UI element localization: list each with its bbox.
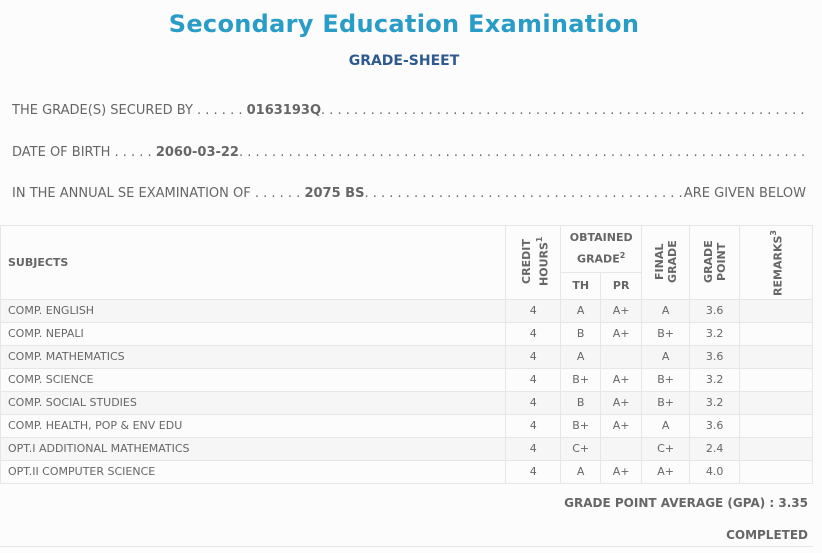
header-credit-hours: CREDIT HOURS1 — [505, 225, 562, 300]
table-row: COMP. ENGLISH 4 A A+ A 3.6 — [0, 298, 813, 323]
cell-th: A — [560, 344, 602, 369]
cell-remarks — [739, 436, 813, 461]
cell-gp: 2.4 — [689, 436, 741, 461]
header-pr: PR — [600, 271, 643, 300]
cell-pr: A+ — [600, 390, 643, 415]
cell-credit: 4 — [505, 413, 562, 438]
cell-final: A — [641, 298, 691, 323]
header-remarks: REMARKS3 — [739, 225, 813, 300]
cell-th: C+ — [560, 436, 602, 461]
cell-subject: COMP. SOCIAL STUDIES — [0, 390, 507, 415]
cell-remarks — [739, 298, 813, 323]
cell-th: B+ — [560, 413, 602, 438]
result-status: COMPLETED — [726, 528, 808, 542]
dob-label: DATE OF BIRTH . . . . . — [12, 145, 152, 160]
grade-table: SUBJECTS CREDIT HOURS1 OBTAINED GRADE2 F… — [0, 225, 813, 484]
cell-pr — [600, 436, 643, 461]
cell-credit: 4 — [505, 321, 562, 346]
cell-gp: 3.2 — [689, 367, 741, 392]
cell-remarks — [739, 344, 813, 369]
exam-year: 2075 BS — [304, 186, 365, 201]
cell-subject: COMP. HEALTH, POP & ENV EDU — [0, 413, 507, 438]
table-row: COMP. SOCIAL STUDIES 4 B A+ B+ 3.2 — [0, 390, 813, 415]
cell-pr: A+ — [600, 321, 643, 346]
cell-remarks — [739, 459, 813, 484]
cell-credit: 4 — [505, 298, 562, 323]
cell-subject: COMP. ENGLISH — [0, 298, 507, 323]
cell-pr: A+ — [600, 298, 643, 323]
page-title: Secondary Education Examination — [168, 10, 640, 38]
cell-credit: 4 — [505, 459, 562, 484]
dob-value: 2060-03-22 — [155, 145, 239, 160]
cell-credit: 4 — [505, 367, 562, 392]
exam-line: IN THE ANNUAL SE EXAMINATION OF . . . . … — [12, 186, 806, 201]
cell-gp: 3.6 — [689, 413, 741, 438]
cell-final: A — [641, 344, 691, 369]
cell-credit: 4 — [505, 436, 562, 461]
page-subtitle: GRADE-SHEET — [348, 53, 460, 69]
cell-remarks — [739, 413, 813, 438]
cell-final: B+ — [641, 367, 691, 392]
cell-credit: 4 — [505, 344, 562, 369]
cell-th: B — [560, 390, 602, 415]
header-final-grade: FINAL GRADE — [641, 225, 691, 300]
cell-th: A — [560, 459, 602, 484]
cell-final: B+ — [641, 321, 691, 346]
cell-subject: OPT.I ADDITIONAL MATHEMATICS — [0, 436, 507, 461]
secured-by-line: THE GRADE(S) SECURED BY . . . . . . 0163… — [12, 103, 806, 118]
header-subjects: SUBJECTS — [0, 225, 507, 300]
table-row: COMP. MATHEMATICS 4 A A 3.6 — [0, 344, 813, 369]
cell-pr: A+ — [600, 413, 643, 438]
cell-pr: A+ — [600, 459, 643, 484]
cell-subject: COMP. SCIENCE — [0, 367, 507, 392]
secured-label: THE GRADE(S) SECURED BY . . . . . . — [12, 103, 243, 118]
cell-gp: 3.6 — [689, 298, 741, 323]
cell-gp: 3.6 — [689, 344, 741, 369]
divider — [0, 546, 813, 547]
cell-pr — [600, 344, 643, 369]
cell-final: A — [641, 413, 691, 438]
cell-final: B+ — [641, 390, 691, 415]
exam-label: IN THE ANNUAL SE EXAMINATION OF . . . . … — [12, 186, 301, 201]
cell-gp: 4.0 — [689, 459, 741, 484]
table-row: OPT.I ADDITIONAL MATHEMATICS 4 C+ C+ 2.4 — [0, 436, 813, 461]
cell-credit: 4 — [505, 390, 562, 415]
cell-gp: 3.2 — [689, 321, 741, 346]
cell-th: B+ — [560, 367, 602, 392]
symbol-number: 0163193Q — [246, 103, 321, 118]
cell-th: B — [560, 321, 602, 346]
cell-remarks — [739, 367, 813, 392]
table-row: COMP. HEALTH, POP & ENV EDU 4 B+ A+ A 3.6 — [0, 413, 813, 438]
dob-line: DATE OF BIRTH . . . . . 2060-03-22 — [12, 145, 806, 160]
cell-subject: COMP. MATHEMATICS — [0, 344, 507, 369]
given-below: ARE GIVEN BELOW — [683, 186, 806, 201]
header-th: TH — [560, 271, 602, 300]
cell-th: A — [560, 298, 602, 323]
cell-remarks — [739, 321, 813, 346]
header-obtained-grade: OBTAINED GRADE2 — [560, 225, 643, 273]
table-row: COMP. SCIENCE 4 B+ A+ B+ 3.2 — [0, 367, 813, 392]
cell-subject: COMP. NEPALI — [0, 321, 507, 346]
cell-final: A+ — [641, 459, 691, 484]
cell-final: C+ — [641, 436, 691, 461]
table-row: OPT.II COMPUTER SCIENCE 4 A A+ A+ 4.0 — [0, 459, 813, 484]
table-row: COMP. NEPALI 4 B A+ B+ 3.2 — [0, 321, 813, 346]
cell-remarks — [739, 390, 813, 415]
gpa: GRADE POINT AVERAGE (GPA) : 3.35 — [564, 496, 808, 510]
cell-gp: 3.2 — [689, 390, 741, 415]
cell-subject: OPT.II COMPUTER SCIENCE — [0, 459, 507, 484]
header-grade-point: GRADE POINT — [689, 225, 741, 300]
cell-pr: A+ — [600, 367, 643, 392]
